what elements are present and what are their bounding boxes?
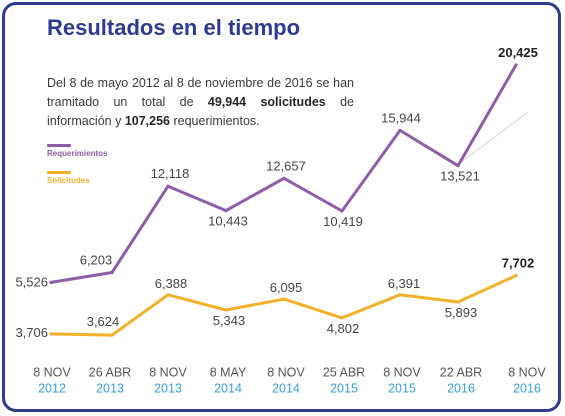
data-point-solicitudes-3 (224, 308, 228, 312)
data-point-solicitudes-7 (456, 300, 460, 304)
x-tick-year-5: 2015 (330, 382, 358, 396)
legend-swatch-requerimientos (47, 143, 71, 147)
data-label-requerimientos-3: 10,443 (208, 214, 248, 229)
x-tick-year-4: 2014 (272, 382, 300, 396)
data-point-solicitudes-0 (49, 332, 53, 336)
data-label-requerimientos-4: 12,657 (266, 158, 306, 173)
x-tick-year-2: 2013 (154, 382, 182, 396)
x-tick-date-3: 8 MAY (210, 366, 247, 380)
x-tick-year-8: 2016 (513, 382, 541, 396)
legend-label-solicitudes: Solicitudes (47, 175, 90, 185)
summary-total-solicitudes: 49,944 solicitudes (207, 95, 326, 109)
data-point-requerimientos-5 (340, 209, 344, 213)
data-label-solicitudes-2: 6,388 (155, 276, 188, 291)
data-label-solicitudes-7: 5,893 (445, 305, 478, 320)
chart-title: Resultados en el tiempo (47, 15, 301, 40)
data-labels: 5,526 6,203 12,118 10,443 12,657 10,419 15,944… (15, 45, 537, 340)
data-point-requerimientos-3 (224, 209, 228, 213)
data-point-solicitudes-2 (166, 293, 170, 297)
x-tick-date-7: 22 ABR (440, 366, 482, 380)
data-point-requerimientos-1 (110, 270, 114, 275)
summary-total-requerimientos: 107,256 (124, 114, 170, 128)
data-point-requerimientos-8 (514, 63, 518, 67)
data-point-requerimientos-2 (166, 184, 170, 188)
data-point-requerimientos-4 (282, 176, 286, 180)
x-tick-date-5: 25 ABR (323, 366, 365, 380)
x-tick-date-4: 8 NOV (267, 366, 305, 380)
summary-segment: de información y (47, 95, 354, 128)
x-tick-year-3: 2014 (214, 382, 242, 396)
data-point-solicitudes-5 (340, 316, 344, 320)
data-point-requerimientos-0 (49, 280, 53, 284)
data-label-solicitudes-1: 3,624 (87, 314, 120, 329)
x-tick-date-6: 8 NOV (383, 366, 421, 380)
data-label-solicitudes-0: 3,706 (15, 325, 48, 340)
data-label-requerimientos-7: 13,521 (440, 169, 480, 184)
data-label-requerimientos-1: 6,203 (80, 253, 113, 268)
data-label-requerimientos-8: 20,425 (498, 45, 538, 60)
x-tick-date-1: 26 ABR (89, 366, 131, 380)
chart-frame (2, 2, 561, 412)
summary-text: Del 8 de mayo 2012 al 8 de noviembre de … (47, 74, 354, 131)
x-tick-year-7: 2016 (447, 382, 475, 396)
data-label-solicitudes-8: 7,702 (502, 256, 535, 271)
data-point-solicitudes-1 (110, 333, 114, 337)
x-axis-ticks: 8 NOV 2012 26 ABR 2013 8 NOV 2013 8 MAY 2014 8 N… (33, 366, 546, 396)
data-point-requerimientos-7 (456, 164, 460, 168)
data-label-solicitudes-6: 6,391 (388, 276, 421, 291)
data-label-solicitudes-4: 6,095 (270, 280, 303, 295)
x-tick-date-0: 8 NOV (33, 366, 71, 380)
legend-swatch-solicitudes (47, 170, 71, 174)
faint-guide-line (459, 111, 529, 164)
data-point-solicitudes-4 (282, 297, 286, 301)
data-label-solicitudes-3: 5,343 (213, 313, 246, 328)
legend-label-requerimientos: Requerimientos (47, 148, 108, 158)
x-tick-date-8: 8 NOV (508, 366, 546, 380)
x-tick-year-0: 2012 (38, 382, 66, 396)
summary-segment: requerimientos. (170, 114, 260, 128)
data-label-requerimientos-6: 15,944 (381, 110, 421, 125)
data-point-requerimientos-6 (398, 128, 402, 132)
x-tick-date-2: 8 NOV (149, 366, 187, 380)
data-label-requerimientos-2: 12,118 (151, 166, 190, 181)
x-tick-year-1: 2013 (96, 382, 124, 396)
summary-segment: Del 8 de mayo 2012 al 8 de noviembre de … (47, 76, 354, 109)
data-label-requerimientos-0: 5,526 (15, 274, 48, 289)
data-points (49, 63, 518, 337)
data-point-solicitudes-8 (514, 274, 518, 278)
data-label-requerimientos-5: 10,419 (323, 214, 363, 229)
x-tick-year-6: 2015 (388, 382, 416, 396)
data-label-solicitudes-5: 4,802 (327, 321, 360, 336)
data-point-solicitudes-6 (398, 293, 402, 297)
